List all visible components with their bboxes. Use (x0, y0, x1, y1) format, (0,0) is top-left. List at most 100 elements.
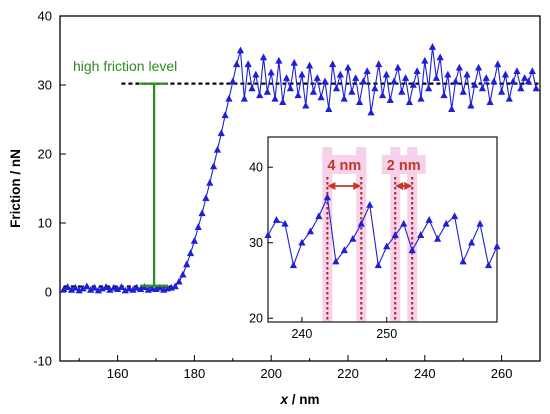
data-point (117, 283, 126, 290)
data-point (190, 236, 198, 244)
data-point (524, 77, 533, 85)
data-point (279, 98, 287, 106)
data-point (221, 111, 229, 119)
data-point (344, 63, 352, 71)
data-point (64, 283, 72, 290)
span-2nm-arrow-left-head (395, 182, 404, 190)
data-point (501, 70, 510, 78)
span-4nm-arrow-left-head (327, 182, 336, 190)
span-4nm-label-background (322, 155, 367, 174)
data-point (263, 87, 271, 95)
inset-y-tick-label: 40 (249, 161, 263, 175)
data-point (378, 91, 387, 99)
y-tick-label: 20 (38, 147, 52, 162)
span-4nm-arrow-right-head (353, 182, 362, 190)
data-point (398, 87, 406, 95)
main-plot: -10 0 10 20 30 40 160 180 200 220 240 260 Friction /… (8, 9, 541, 407)
span-2nm-label-background (381, 155, 426, 174)
data-point (432, 74, 440, 81)
data-point (386, 96, 394, 103)
data-point (240, 94, 248, 102)
data-point (329, 60, 337, 68)
data-point (87, 285, 95, 293)
data-point (202, 194, 210, 201)
data-point (498, 87, 506, 95)
high-friction-label: high friction level (73, 58, 177, 74)
data-point (114, 285, 122, 293)
inset-data-point (332, 257, 340, 265)
data-point (125, 284, 133, 292)
data-point (417, 94, 425, 102)
data-point (355, 98, 364, 106)
y-tick-label: 30 (38, 78, 52, 93)
data-point (313, 74, 321, 81)
data-point (474, 63, 483, 71)
inset-x-tick-label: 250 (376, 327, 397, 341)
data-point (428, 43, 437, 50)
data-point (290, 58, 298, 66)
data-point (298, 70, 306, 78)
data-point (405, 98, 414, 106)
data-point (521, 74, 529, 81)
data-point (229, 77, 237, 85)
inset-data-point (366, 200, 374, 208)
data-point (121, 286, 129, 294)
data-point (459, 87, 467, 95)
data-point (348, 87, 356, 95)
data-point (325, 105, 333, 112)
data-point (248, 84, 256, 92)
data-point (486, 98, 494, 106)
y-tick-label: 40 (38, 9, 52, 24)
x-tick-label: 220 (337, 366, 359, 381)
data-point (110, 283, 118, 291)
data-point (359, 77, 367, 85)
inset-data-point (306, 227, 315, 235)
data-point (90, 283, 99, 291)
inset-data-point (408, 246, 416, 254)
data-point (413, 67, 421, 74)
data-point (375, 60, 383, 68)
data-point (448, 105, 456, 112)
y-axis-title: Friction / nN (8, 149, 23, 228)
data-point (106, 285, 114, 293)
inset-data-point (417, 231, 425, 238)
data-point (294, 91, 302, 99)
data-point (382, 70, 390, 78)
x-tick-label: 180 (184, 366, 206, 381)
plot-frame (59, 15, 541, 362)
data-point (352, 74, 360, 81)
inset-series-line (267, 195, 498, 268)
inset-data-point (391, 231, 399, 238)
x-tick-label: 160 (107, 366, 129, 381)
inset-data-point (434, 234, 442, 242)
data-point (183, 260, 191, 268)
data-point (94, 286, 102, 294)
data-point (394, 63, 402, 71)
data-point (317, 93, 325, 101)
inset-data-point (476, 219, 484, 227)
data-point (444, 70, 452, 78)
inset-x-tick-label: 240 (291, 327, 312, 341)
data-point (482, 74, 490, 81)
inset-data-point (493, 242, 501, 250)
data-point (267, 68, 275, 76)
data-point (409, 81, 417, 88)
data-point (244, 60, 252, 68)
data-point (371, 84, 379, 92)
y-tick-label: -10 (33, 354, 52, 369)
data-point (340, 94, 348, 102)
inset-data-point (467, 238, 476, 246)
x-tick-label: 240 (414, 366, 436, 381)
data-point (471, 81, 479, 88)
data-point (186, 249, 195, 257)
data-point (179, 270, 187, 278)
inset-data-point (323, 193, 331, 201)
inset-data-point (459, 257, 467, 265)
data-point (210, 162, 218, 170)
data-point (321, 77, 329, 85)
data-point (171, 282, 179, 290)
data-point (67, 285, 76, 293)
data-point (490, 77, 498, 85)
data-point (71, 283, 79, 291)
data-point (402, 74, 410, 81)
